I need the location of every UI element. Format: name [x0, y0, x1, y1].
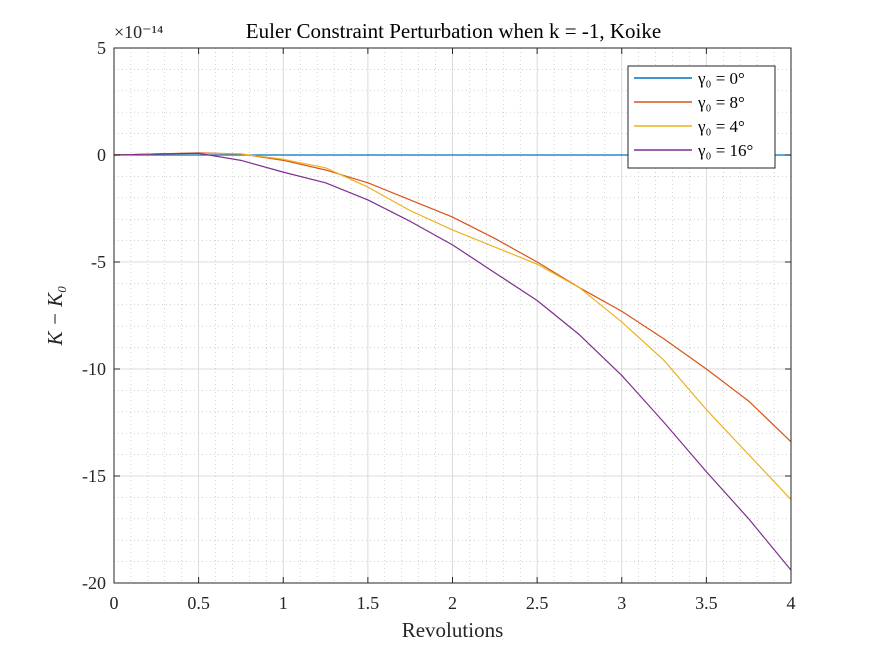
y-exponent-label: ×10⁻¹⁴ [114, 22, 163, 42]
series-layer [113, 152, 792, 571]
x-axis-label: Revolutions [402, 618, 504, 642]
legend-label-3: γ₀ = 16° [697, 141, 753, 160]
x-tick-label: 1.5 [357, 593, 380, 613]
y-tick-label: -15 [82, 466, 106, 486]
series-line-2 [113, 152, 792, 500]
series-line-3 [113, 152, 792, 571]
y-axis-label: K − K₀ [43, 286, 67, 347]
x-tick-label: 2 [448, 593, 457, 613]
legend: γ₀ = 0° γ₀ = 8° γ₀ = 4° γ₀ = 16° [627, 65, 776, 169]
y-tick-label: -10 [82, 359, 106, 379]
chart-title: Euler Constraint Perturbation when k = -… [246, 19, 661, 43]
x-tick-label: 0 [110, 593, 119, 613]
x-tick-label: 1 [279, 593, 288, 613]
legend-label-1: γ₀ = 8° [697, 93, 745, 112]
y-tick-label: 0 [97, 145, 106, 165]
y-tick-labels: 5 0 -5 -10 -15 -20 [82, 38, 106, 593]
x-tick-label: 0.5 [187, 593, 210, 613]
x-tick-label: 4 [787, 593, 796, 613]
legend-label-2: γ₀ = 4° [697, 117, 745, 136]
legend-box [627, 65, 776, 169]
legend-label-0: γ₀ = 0° [697, 69, 745, 88]
y-tick-label: -20 [82, 573, 106, 593]
x-tick-label: 3.5 [695, 593, 718, 613]
x-tick-label: 2.5 [526, 593, 549, 613]
tick-marks [113, 47, 792, 584]
x-tick-label: 3 [617, 593, 626, 613]
y-tick-label: 5 [97, 38, 106, 58]
y-tick-label: -5 [91, 252, 106, 272]
x-tick-labels: 0 0.5 1 1.5 2 2.5 3 3.5 4 [110, 593, 796, 613]
